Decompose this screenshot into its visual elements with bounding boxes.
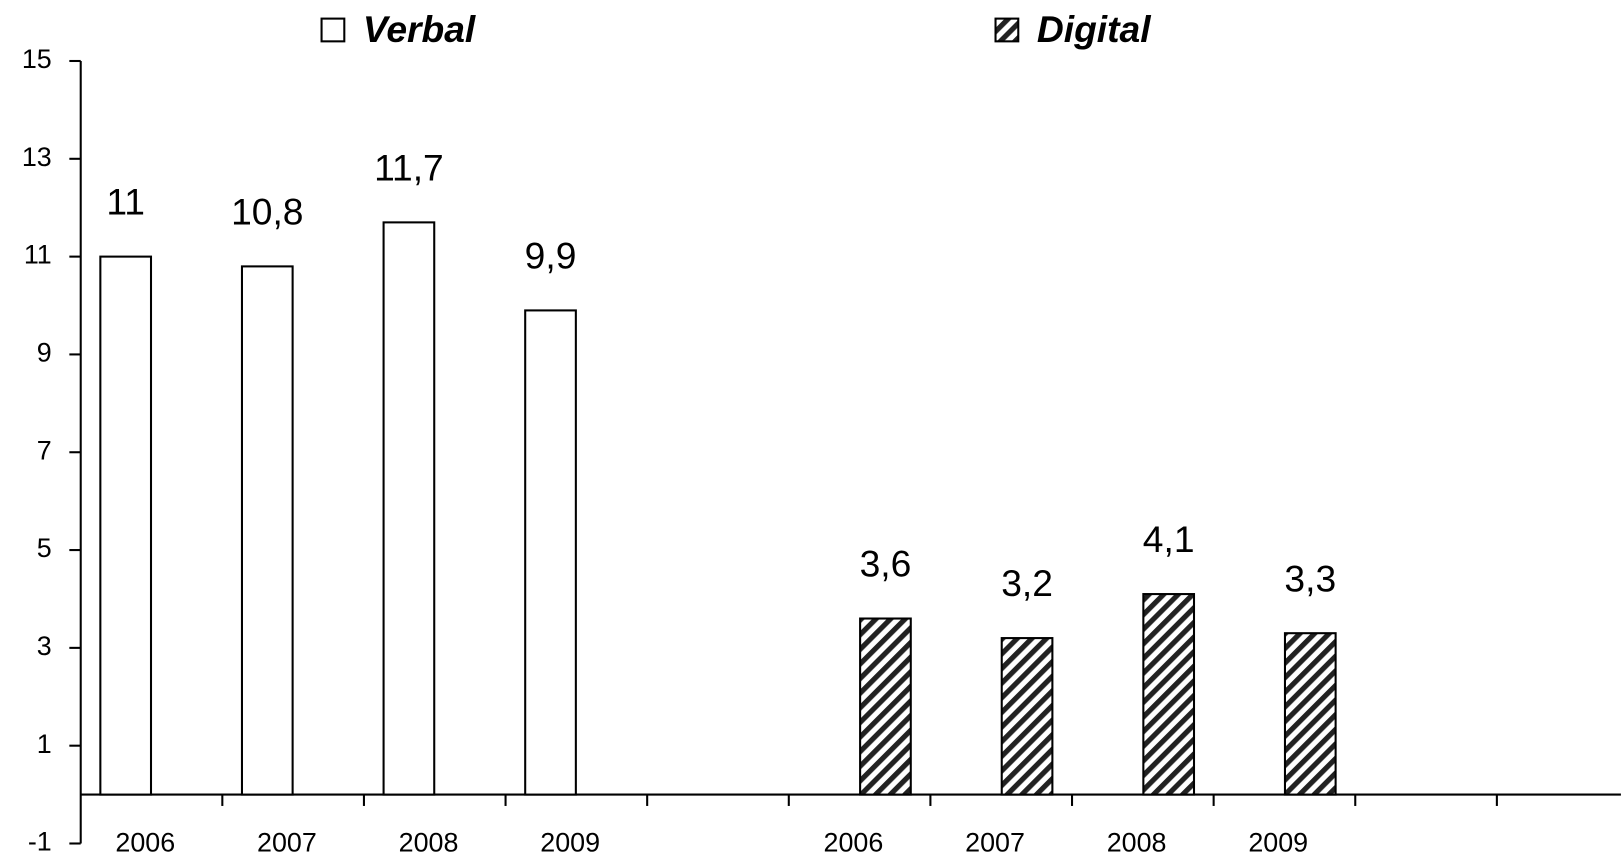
y-tick-label: 15 <box>22 44 52 74</box>
y-tick-label: 11 <box>24 240 52 270</box>
x-tick-label: 2009 <box>540 828 600 858</box>
x-tick-label: 2006 <box>115 828 175 858</box>
y-tick-label: 9 <box>37 338 52 368</box>
x-tick-label: 2007 <box>965 828 1025 858</box>
x-tick-label: 2008 <box>399 828 459 858</box>
bar <box>382 221 436 796</box>
value-label: 10,8 <box>231 191 303 233</box>
legend-label: Verbal <box>363 8 476 50</box>
bar <box>240 265 294 796</box>
legend-swatch <box>994 17 1020 43</box>
bar <box>859 617 912 796</box>
bar <box>1283 632 1337 796</box>
legend-label: Digital <box>1037 8 1151 50</box>
value-label: 3,3 <box>1284 557 1336 599</box>
bar <box>99 255 153 796</box>
y-tick-label: 13 <box>22 142 52 172</box>
value-label: 9,9 <box>525 235 577 277</box>
bar <box>1000 637 1054 796</box>
y-tick-label: 7 <box>37 435 52 465</box>
value-label: 11 <box>106 181 145 223</box>
y-tick-label: 3 <box>37 631 52 661</box>
x-tick-label: 2007 <box>257 828 317 858</box>
y-tick-label: 1 <box>37 729 52 759</box>
value-label: 3,6 <box>860 543 912 585</box>
value-label: 11,7 <box>374 147 444 189</box>
x-tick-label: 2006 <box>824 828 884 858</box>
x-tick-label: 2008 <box>1107 828 1167 858</box>
legend-swatch <box>320 17 346 43</box>
y-tick-label: 5 <box>37 533 52 563</box>
x-tick-label: 2009 <box>1248 828 1308 858</box>
bar <box>524 309 577 796</box>
value-label: 4,1 <box>1143 518 1195 560</box>
y-tick-label: -1 <box>28 827 52 857</box>
value-label: 3,2 <box>1001 562 1053 604</box>
bar <box>1142 593 1196 796</box>
